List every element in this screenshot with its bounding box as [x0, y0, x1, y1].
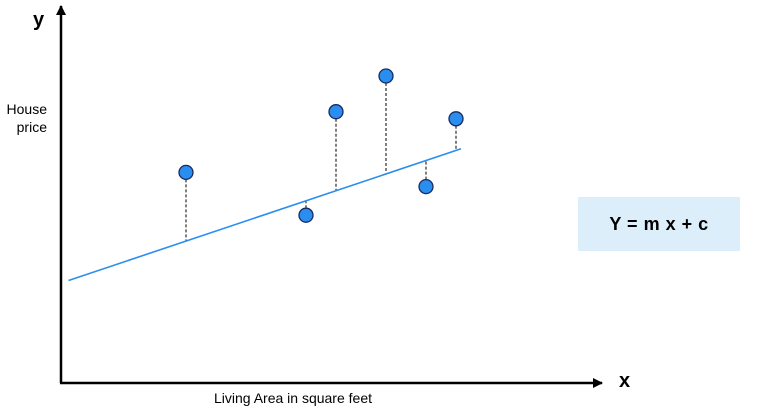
data-point-2 — [298, 207, 314, 223]
data-point-1 — [178, 164, 194, 181]
residual-lines — [185, 83, 457, 242]
data-point-6 — [448, 111, 464, 127]
data-points — [178, 68, 464, 223]
data-point-5 — [418, 178, 434, 195]
data-point-4 — [378, 68, 394, 84]
y-axis-label-line-2: price — [16, 119, 47, 135]
data-point-3 — [328, 104, 344, 120]
x-axis-letter: x — [619, 370, 631, 392]
regression-line — [68, 148, 462, 282]
y-axis-label: House price — [0, 100, 47, 136]
y-axis-label-line-1: House — [6, 101, 47, 117]
regression-equation: Y = m x + c — [609, 213, 709, 234]
x-axis-label: Living Area in square feet — [214, 390, 372, 406]
equation-box: Y = m x + c — [578, 197, 740, 251]
y-axis-letter: y — [33, 9, 45, 31]
